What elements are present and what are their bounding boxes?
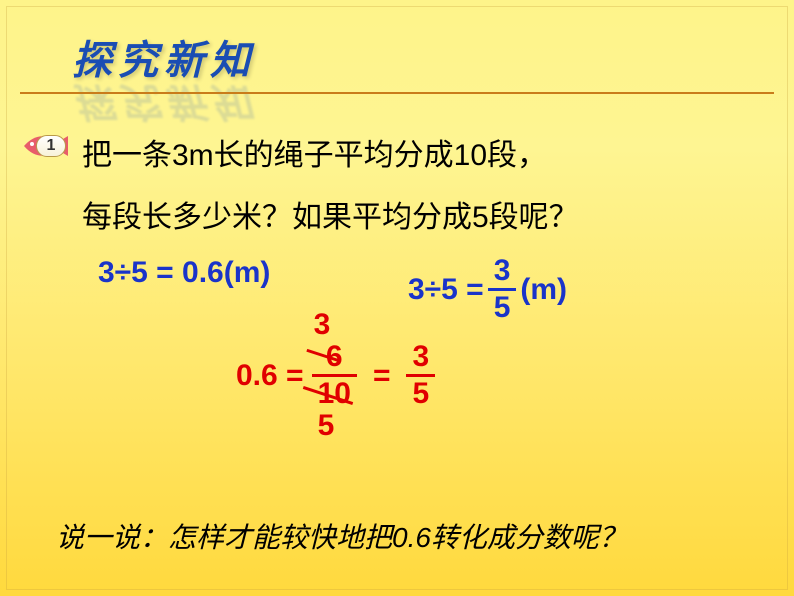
bottom-prompt: 说一说：怎样才能较快地把0.6转化成分数呢？ bbox=[56, 516, 627, 556]
frac2-denominator: 5 bbox=[406, 379, 435, 409]
equals-sign: = bbox=[373, 359, 391, 393]
fraction-3-over-5: 3 5 bbox=[406, 342, 435, 409]
equation-2: 3÷5 = 3 5 (m) bbox=[408, 256, 567, 323]
slide-title-reflection: 探究新知 bbox=[72, 76, 256, 134]
simplification-equation: 0.6 = 3 6 10 5 = 3 5 bbox=[236, 342, 439, 409]
equation-2-left: 3÷5 = bbox=[408, 273, 484, 307]
problem-line-2: 每段长多少米？如果平均分成5段呢？ bbox=[82, 192, 579, 236]
equation-2-fraction: 3 5 bbox=[488, 256, 517, 323]
title-divider bbox=[20, 92, 774, 94]
cancel-numerator-result: 3 bbox=[314, 308, 331, 342]
cancel-denominator-result: 5 bbox=[318, 409, 335, 443]
problem-line-1: 把一条3m长的绳子平均分成10段， bbox=[82, 130, 547, 174]
equation-2-unit: (m) bbox=[520, 273, 567, 307]
frac2-numerator: 3 bbox=[406, 342, 435, 372]
simplify-lhs: 0.6 = bbox=[236, 359, 304, 393]
frac-numerator: 3 bbox=[488, 256, 517, 286]
cancelled-fraction: 3 6 10 5 bbox=[308, 342, 361, 409]
frac-denominator: 5 bbox=[488, 293, 517, 323]
problem-number-badge: 1 bbox=[36, 135, 66, 157]
equation-1: 3÷5 = 0.6(m) bbox=[98, 256, 270, 290]
